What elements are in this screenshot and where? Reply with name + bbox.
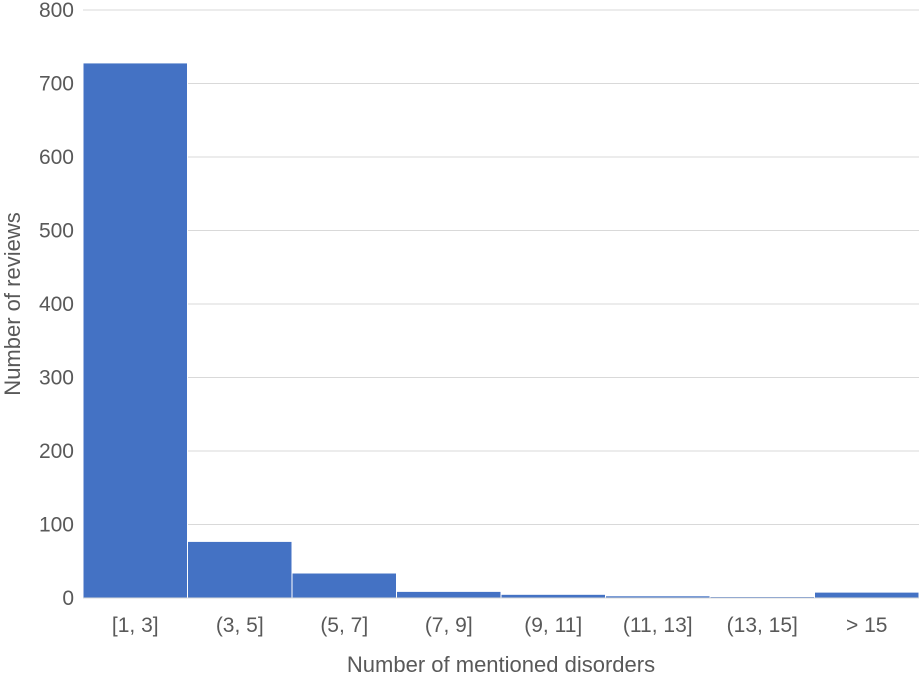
- gridlines: [83, 9, 919, 525]
- y-tick-labels: 0 100 200 300 400 500 600 700 800: [39, 0, 74, 610]
- x-tick-labels: [1, 3] (3, 5] (5, 7] (7, 9] (9, 11] (11, 13] (…: [112, 614, 888, 637]
- bar: [500, 593, 606, 599]
- x-tick-label: (11, 13]: [623, 614, 693, 637]
- y-tick-label: 500: [39, 220, 74, 243]
- y-tick-label: 0: [62, 587, 74, 610]
- y-tick-label: 200: [39, 440, 74, 463]
- x-tick-label: > 15: [846, 614, 887, 637]
- x-tick-label: [1, 3]: [112, 614, 159, 637]
- x-tick-label: (9, 11]: [524, 614, 582, 637]
- bar: [82, 62, 188, 599]
- y-tick-label: 800: [39, 0, 74, 22]
- y-tick-label: 300: [39, 367, 74, 390]
- x-tick-label: (3, 5]: [216, 614, 264, 637]
- bar: [814, 591, 920, 599]
- bar: [291, 572, 397, 599]
- x-axis-title: Number of mentioned disorders: [347, 652, 655, 677]
- y-tick-label: 400: [39, 293, 74, 316]
- y-tick-label: 100: [39, 514, 74, 537]
- x-tick-label: (5, 7]: [320, 614, 368, 637]
- y-tick-label: 600: [39, 146, 74, 169]
- x-tick-label: (7, 9]: [425, 614, 473, 637]
- x-tick-label: (13, 15]: [727, 614, 798, 637]
- y-tick-label: 700: [39, 73, 74, 96]
- bar: [187, 540, 293, 599]
- bars: [82, 62, 920, 599]
- bar: [396, 590, 502, 599]
- y-axis-title: Number of reviews: [0, 212, 25, 395]
